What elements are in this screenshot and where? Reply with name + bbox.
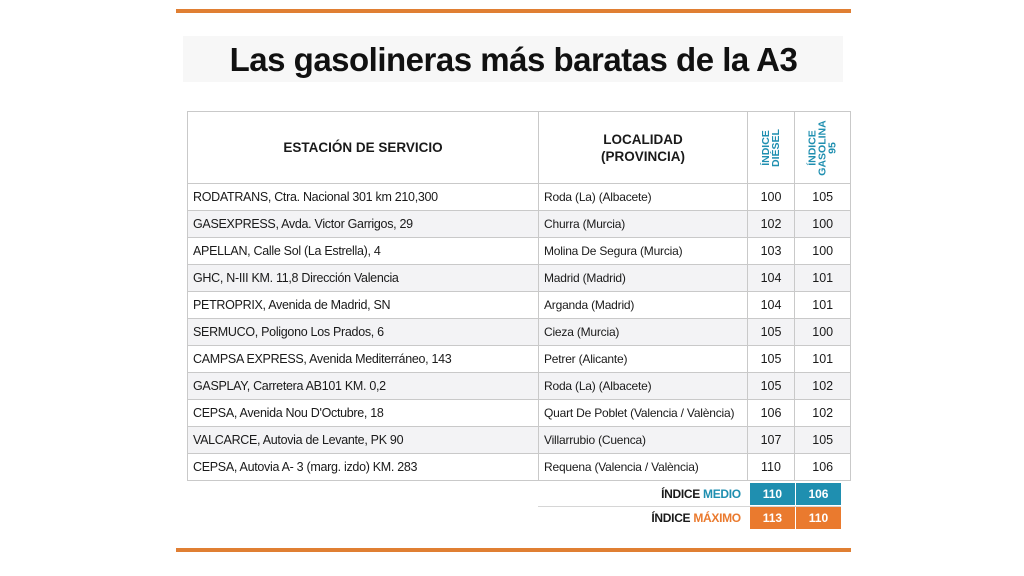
summary-maximo-diesel: 113 [749, 507, 795, 529]
diesel-cell: 105 [747, 318, 795, 346]
header-location-line1: LOCALIDAD [603, 131, 683, 147]
summary-row-maximo: ÍNDICE MÁXIMO 113 110 [538, 506, 841, 530]
gasolina-cell: 100 [793, 237, 852, 265]
diesel-cell: 107 [747, 426, 795, 454]
table-row: VALCARCE, Autovia de Levante, PK 90 Villa… [187, 426, 852, 454]
table-row: GASEXPRESS, Avda. Victor Garrigos, 29 Chu… [187, 210, 852, 238]
location-cell: Cieza (Murcia) [538, 318, 748, 346]
station-cell: SERMUCO, Poligono Los Prados, 6 [187, 318, 539, 346]
station-cell: CAMPSA EXPRESS, Avenida Mediterráneo, 14… [187, 345, 539, 373]
summary-maximo-gasolina: 110 [795, 507, 841, 529]
header-location-line2: (PROVINCIA) [601, 148, 685, 164]
bottom-orange-rule [176, 548, 851, 552]
gas-stations-table: ESTACIÓN DE SERVICIO LOCALIDAD (PROVINCI… [187, 111, 852, 481]
diesel-cell: 106 [747, 399, 795, 427]
table-row: CEPSA, Autovia A- 3 (marg. izdo) KM. 283… [187, 453, 852, 481]
summary-maximo-accent: MÁXIMO [693, 511, 741, 525]
table-row: PETROPRIX, Avenida de Madrid, SN Arganda … [187, 291, 852, 319]
location-cell: Petrer (Alicante) [538, 345, 748, 373]
diesel-cell: 102 [747, 210, 795, 238]
header-location: LOCALIDAD (PROVINCIA) [538, 111, 748, 184]
diesel-cell: 105 [747, 372, 795, 400]
table-row: APELLAN, Calle Sol (La Estrella), 4 Molin… [187, 237, 852, 265]
diesel-cell: 103 [747, 237, 795, 265]
gasolina-cell: 105 [793, 183, 852, 211]
location-cell: Churra (Murcia) [538, 210, 748, 238]
station-cell: GASEXPRESS, Avda. Victor Garrigos, 29 [187, 210, 539, 238]
station-cell: CEPSA, Avenida Nou D'Octubre, 18 [187, 399, 539, 427]
gasolina-cell: 102 [793, 372, 852, 400]
gasolina-cell: 101 [793, 291, 852, 319]
location-cell: Villarrubio (Cuenca) [538, 426, 748, 454]
location-cell: Roda (La) (Albacete) [538, 183, 748, 211]
summary-maximo-prefix: ÍNDICE [651, 511, 691, 525]
station-cell: RODATRANS, Ctra. Nacional 301 km 210,300 [187, 183, 539, 211]
station-cell: GASPLAY, Carretera AB101 KM. 0,2 [187, 372, 539, 400]
location-cell: Requena (Valencia / València) [538, 453, 748, 481]
summary-maximo-label: ÍNDICE MÁXIMO [538, 511, 749, 525]
summary-medio-label: ÍNDICE MEDIO [538, 487, 749, 501]
diesel-cell: 110 [747, 453, 795, 481]
location-cell: Arganda (Madrid) [538, 291, 748, 319]
gasolina-cell: 101 [793, 345, 852, 373]
table-header-row: ESTACIÓN DE SERVICIO LOCALIDAD (PROVINCI… [187, 111, 852, 184]
header-diesel-label: ÍNDICE DIÉSEL [760, 128, 782, 167]
table-row: RODATRANS, Ctra. Nacional 301 km 210,300… [187, 183, 852, 211]
header-gasolina-index: ÍNDICE GASOLINA 95 [793, 111, 852, 184]
table-row: SERMUCO, Poligono Los Prados, 6 Cieza (Mu… [187, 318, 852, 346]
header-gasolina-line3: 95 [826, 141, 839, 154]
top-orange-rule [176, 9, 851, 13]
header-diesel-line2: DIÉSEL [770, 128, 782, 167]
location-cell: Quart De Poblet (Valencia / València) [538, 399, 748, 427]
location-cell: Madrid (Madrid) [538, 264, 748, 292]
header-station: ESTACIÓN DE SERVICIO [187, 111, 539, 184]
station-cell: VALCARCE, Autovia de Levante, PK 90 [187, 426, 539, 454]
summary-medio-prefix: ÍNDICE [661, 487, 700, 501]
table-row: CEPSA, Avenida Nou D'Octubre, 18 Quart De… [187, 399, 852, 427]
gasolina-cell: 106 [793, 453, 852, 481]
page-title: Las gasolineras más baratas de la A3 [229, 41, 798, 78]
header-gasolina-label: ÍNDICE GASOLINA 95 [807, 120, 839, 175]
diesel-cell: 104 [747, 264, 795, 292]
diesel-cell: 104 [747, 291, 795, 319]
gasolina-cell: 102 [793, 399, 852, 427]
gasolina-cell: 100 [793, 318, 852, 346]
summary-medio-diesel: 110 [749, 483, 795, 505]
station-cell: APELLAN, Calle Sol (La Estrella), 4 [187, 237, 539, 265]
gasolina-cell: 105 [793, 426, 852, 454]
table-row: GASPLAY, Carretera AB101 KM. 0,2 Roda (La… [187, 372, 852, 400]
summary-medio-gasolina: 106 [795, 483, 841, 505]
location-cell: Molina De Segura (Murcia) [538, 237, 748, 265]
diesel-cell: 105 [747, 345, 795, 373]
station-cell: PETROPRIX, Avenida de Madrid, SN [187, 291, 539, 319]
station-cell: GHC, N-III KM. 11,8 Dirección Valencia [187, 264, 539, 292]
station-cell: CEPSA, Autovia A- 3 (marg. izdo) KM. 283 [187, 453, 539, 481]
gasolina-cell: 101 [793, 264, 852, 292]
table-row: GHC, N-III KM. 11,8 Dirección Valencia Ma… [187, 264, 852, 292]
title-background [183, 36, 843, 82]
diesel-cell: 100 [747, 183, 795, 211]
summary-row-medio: ÍNDICE MEDIO 110 106 [538, 482, 841, 507]
location-cell: Roda (La) (Albacete) [538, 372, 748, 400]
summary-medio-accent: MEDIO [703, 487, 741, 501]
table-row: CAMPSA EXPRESS, Avenida Mediterráneo, 14… [187, 345, 852, 373]
gasolina-cell: 100 [793, 210, 852, 238]
header-diesel-index: ÍNDICE DIÉSEL [747, 111, 795, 184]
